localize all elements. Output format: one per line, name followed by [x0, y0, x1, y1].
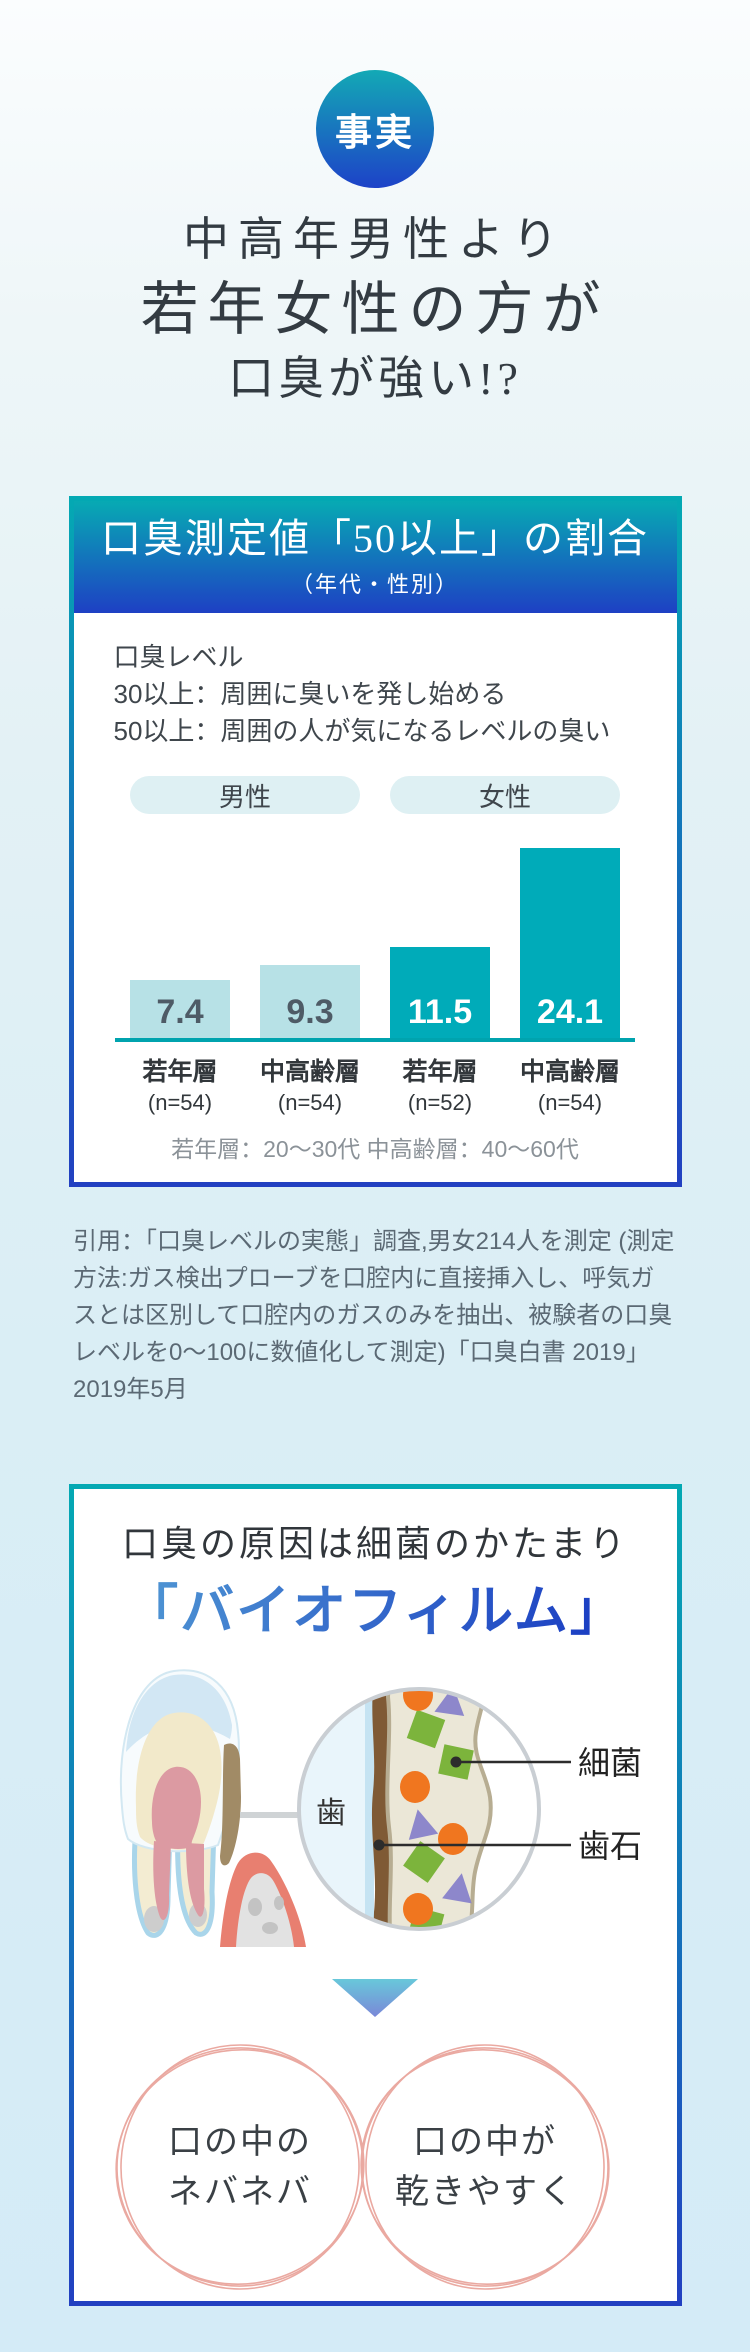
x-label: 中高齢層 (n=54) — [260, 1052, 360, 1116]
tooth-pulp-canal — [152, 1841, 171, 1921]
fact-badge: 事実 — [316, 70, 434, 188]
tartar-callout: 歯石 — [373, 1828, 642, 1864]
odor-level-line-3: 50以上：周囲の人が気になるレベルの臭い — [113, 716, 611, 746]
odor-level-line-1: 口臭レベル — [113, 642, 244, 672]
bacteria-triangle — [433, 1689, 464, 1716]
down-arrow-icon — [332, 1979, 418, 2017]
bacteria-callout: 細菌 — [450, 1745, 642, 1781]
chart-card-header: 口臭測定値「50以上」の割合 （年代・性別） — [73, 501, 677, 613]
bacteria-triangle — [408, 1809, 438, 1840]
effect-1-line-2: ネバネバ — [168, 2174, 312, 2211]
odor-level-line-2: 30以上：周囲に臭いを発し始める — [113, 679, 507, 709]
bar-chart: 男性 女性 7.4 9.3 11.5 24.1 — [115, 776, 635, 1116]
bacteria-square — [402, 1841, 445, 1883]
chart-card: 口臭測定値「50以上」の割合 （年代・性別） 口臭レベル 30以上：周囲に臭いを… — [68, 496, 682, 1187]
x-label-n: (n=54) — [537, 1090, 603, 1115]
biofilm-title: 口臭の原因は細菌のかたまり — [122, 1524, 628, 1564]
bar-value: 24.1 — [536, 993, 604, 1031]
tooth-pulp — [151, 1766, 201, 1849]
headline-line-3: 口臭が強い!? — [228, 353, 522, 404]
x-label: 中高齢層 (n=54) — [520, 1052, 620, 1116]
effect-2-line-1: 口の中が — [413, 2123, 557, 2161]
odor-level-legend: 口臭レベル 30以上：周囲に臭いを発し始める 50以上：周囲の人が気になるレベル… — [114, 639, 677, 750]
bar-value: 11.5 — [407, 993, 473, 1031]
effect-1-line-1: 口の中の — [168, 2123, 312, 2161]
bone — [235, 1873, 294, 1947]
bar-value: 7.4 — [156, 993, 204, 1031]
bone-spot — [273, 1896, 284, 1910]
x-axis-labels: 若年層 (n=54) 中高齢層 (n=54) 若年層 (n=52) 中高齢層 (… — [130, 1052, 620, 1116]
x-label-n: (n=54) — [277, 1090, 343, 1115]
x-label-n: (n=52) — [407, 1090, 473, 1115]
lens-enamel-line — [364, 1689, 374, 1929]
x-label-category: 中高齢層 — [520, 1058, 621, 1086]
x-label-category: 若年層 — [142, 1058, 218, 1086]
headline-line-1: 中高年男性より — [182, 214, 568, 265]
lens-tartar-strip — [371, 1689, 391, 1929]
chart-bar: 11.5 — [390, 947, 490, 1038]
bacteria-callout-dot — [450, 1756, 461, 1768]
biofilm-keyword: 「バイオフィルム」 — [74, 1575, 677, 1647]
tooth-diagram: 歯 細菌 歯石 — [119, 1669, 642, 1947]
effect-circles: 口の中の ネバネバ 口の中が 乾きやすく — [115, 2044, 610, 2290]
headline-line-2: 若年女性の方が — [140, 277, 610, 342]
bacteria-triangle — [441, 1873, 472, 1904]
chart-bar: 7.4 — [130, 980, 230, 1038]
age-group-footnote: 若年層：20〜30代 中高齢層：40〜60代 — [171, 1136, 579, 1162]
effect-2-line-2: 乾きやすく — [395, 2173, 575, 2211]
biofilm-card: 口臭の原因は細菌のかたまり 「バイオフィルム」 — [68, 1484, 682, 2306]
tooth-pulp-canal — [185, 1843, 205, 1917]
bacteria-circle — [402, 1893, 433, 1925]
x-label: 若年層 (n=54) — [130, 1052, 230, 1116]
bone-spot — [261, 1922, 278, 1934]
bars-row: 7.4 9.3 11.5 24.1 — [130, 814, 620, 1038]
lens-ring — [296, 1687, 541, 1931]
bacteria-circle — [437, 1823, 468, 1855]
x-label: 若年層 (n=52) — [390, 1052, 490, 1116]
tartar-label: 歯石 — [578, 1828, 642, 1864]
bacteria-circle — [402, 1689, 433, 1711]
sketch-circle-left — [115, 2044, 365, 2290]
lens-biofilm-area — [384, 1689, 493, 1929]
chart-card-title: 口臭測定値「50以上」の割合 — [101, 515, 649, 561]
bone-spot — [247, 1898, 262, 1916]
chart-card-body: 口臭レベル 30以上：周囲に臭いを発し始める 50以上：周囲の人が気になるレベル… — [73, 613, 677, 1182]
chart-bar: 24.1 — [520, 848, 620, 1038]
chart-baseline — [115, 1038, 635, 1042]
fact-badge-label: 事実 — [335, 112, 415, 153]
chart-bar: 9.3 — [260, 965, 360, 1038]
biofilm-card-body: 口臭の原因は細菌のかたまり 「バイオフィルム」 — [73, 1489, 677, 2301]
tartar-callout-dot — [373, 1839, 384, 1851]
citation-text: 引用：「口臭レベルの実態」調査,男女214人を測定 (測定方法:ガス検出プローブ… — [73, 1228, 675, 1403]
x-label-category: 中高齢層 — [260, 1058, 361, 1086]
bar-value: 9.3 — [286, 993, 334, 1031]
tooth-illustration — [119, 1669, 306, 1947]
bacteria-label: 細菌 — [578, 1745, 642, 1781]
group-pill-male: 男性 — [130, 776, 360, 814]
group-pills: 男性 女性 — [130, 776, 620, 814]
magnifier-circle: 歯 — [296, 1687, 541, 1931]
group-pill-female: 女性 — [390, 776, 620, 814]
x-label-n: (n=54) — [147, 1090, 213, 1115]
tooth-label: 歯 — [316, 1797, 346, 1830]
bacteria-circle — [399, 1771, 430, 1803]
headline: 中高年男性より 若年女性の方が 口臭が強い!? — [0, 208, 750, 410]
sketch-circle-right — [360, 2044, 610, 2290]
chart-card-subtitle: （年代・性別） — [290, 571, 459, 597]
x-label-category: 若年層 — [402, 1058, 478, 1086]
bacteria-square — [406, 1709, 445, 1749]
tooth-tartar-deposit — [219, 1743, 241, 1866]
